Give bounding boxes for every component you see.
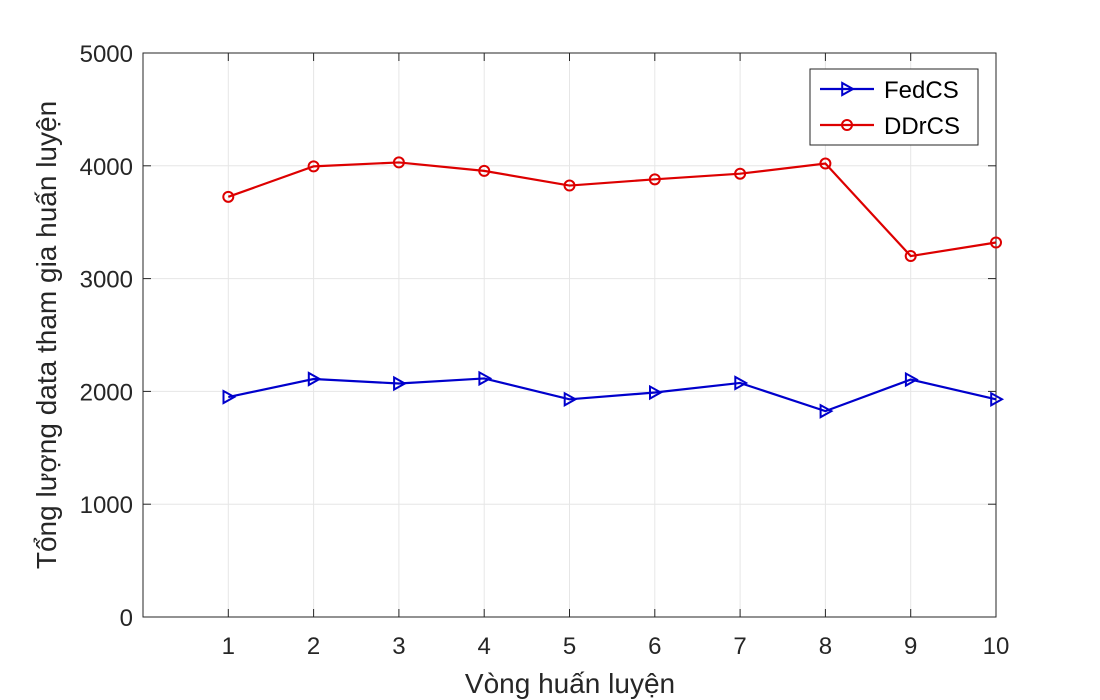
series-line-ddrcs [227,161,997,258]
y-axis-title: Tổng lượng data tham gia huấn luyện [31,101,62,569]
data-point-ddrcs [904,250,917,263]
data-point-ddrcs [990,236,1002,249]
axes: 1 2 3 4 5 6 7 8 9 10 0 1000 2000 3000 4000 5000 [80,41,1010,660]
legend-box [809,68,979,146]
data-point-fedcs [649,384,663,401]
data-point-fedcs [563,391,578,407]
data-point-ddrcs [563,179,576,192]
x-tick-label: 8 [819,633,832,660]
data-point-ddrcs [734,167,747,180]
data-point-fedcs [393,375,407,392]
data-point-ddrcs [392,156,405,169]
data-point-ddrcs [222,190,235,203]
data-point-fedcs [990,391,1005,407]
y-tick-label: 5000 [80,41,133,68]
series-ddrcs [222,156,1002,263]
data-point-ddrcs [819,157,832,170]
y-tick-label: 4000 [80,154,133,181]
x-tick-label: 10 [983,633,1010,660]
legend-label-fedcs: FedCS [884,77,959,104]
legend-marker-ddrcs [841,119,853,131]
data-point-fedcs [734,375,749,391]
legend-label-ddrcs: DDrCS [884,113,960,140]
data-point-fedcs [819,403,834,419]
x-tick-label: 4 [478,633,491,660]
x-tick-label: 1 [222,633,235,660]
data-point-fedcs [478,370,493,387]
x-tick-label: 7 [733,633,746,660]
y-tick-label: 1000 [80,492,133,519]
legend-marker-fedcs [841,81,856,97]
data-point-fedcs [904,371,919,388]
data-point-fedcs [307,371,322,387]
plot-series [222,156,1005,419]
x-axis-title: Vòng huấn luyện [465,668,675,699]
data-point-ddrcs [478,164,491,177]
data-point-ddrcs [648,173,661,186]
legend: FedCS DDrCS [809,68,979,146]
x-tick-label: 5 [563,633,576,660]
x-tick-label: 9 [904,633,917,660]
y-tick-label: 3000 [80,267,133,294]
data-point-ddrcs [307,160,320,173]
series-line-fedcs [228,377,997,413]
y-tick-label: 0 [120,605,133,632]
x-tick-label: 3 [392,633,405,660]
y-tick-label: 2000 [80,379,133,406]
data-point-fedcs [222,389,237,405]
series-fedcs [222,370,1005,419]
x-tick-label: 2 [307,633,320,660]
x-tick-label: 6 [648,633,661,660]
